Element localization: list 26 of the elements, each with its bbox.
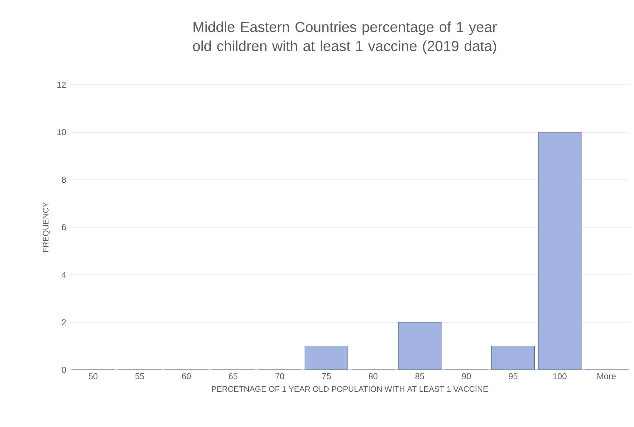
x-tick-label: 85 (416, 374, 424, 380)
y-tick-label: 10 (58, 129, 66, 136)
x-tick-label: 75 (322, 374, 332, 380)
x-tick-label: 60 (182, 374, 192, 380)
x-tick-label: 80 (368, 374, 378, 380)
y-tick-label: 8 (62, 176, 66, 183)
x-tick-label: 50 (88, 374, 98, 380)
x-tick-label: 55 (136, 374, 144, 380)
chart-title: Middle Eastern Countries percentage of 1 year old children with at least 1 vaccine (2019 data) (193, 22, 498, 54)
bar (492, 346, 536, 370)
bar (398, 322, 442, 370)
x-tick-label: 70 (276, 374, 284, 380)
x-tick-label: 65 (229, 374, 238, 380)
x-axis-title: PERCETNAGE OF 1 YEAR OLD POPULATION WITH AT LEAST 1 VACCINE (212, 386, 488, 392)
x-tick-label: 100 (554, 374, 567, 380)
x-tick-label: More (598, 374, 616, 380)
y-tick-label: 12 (58, 82, 66, 88)
y-tick-label: 2 (62, 320, 66, 326)
x-tick-label: 95 (509, 374, 518, 380)
bar (538, 132, 582, 370)
y-axis-title: FREQUENCY (43, 202, 50, 252)
y-tick-label: 0 (62, 366, 66, 374)
x-tick-label: 90 (462, 374, 472, 380)
y-tick-label: 6 (62, 224, 66, 230)
bar (304, 346, 348, 370)
y-tick-label: 4 (62, 272, 66, 278)
